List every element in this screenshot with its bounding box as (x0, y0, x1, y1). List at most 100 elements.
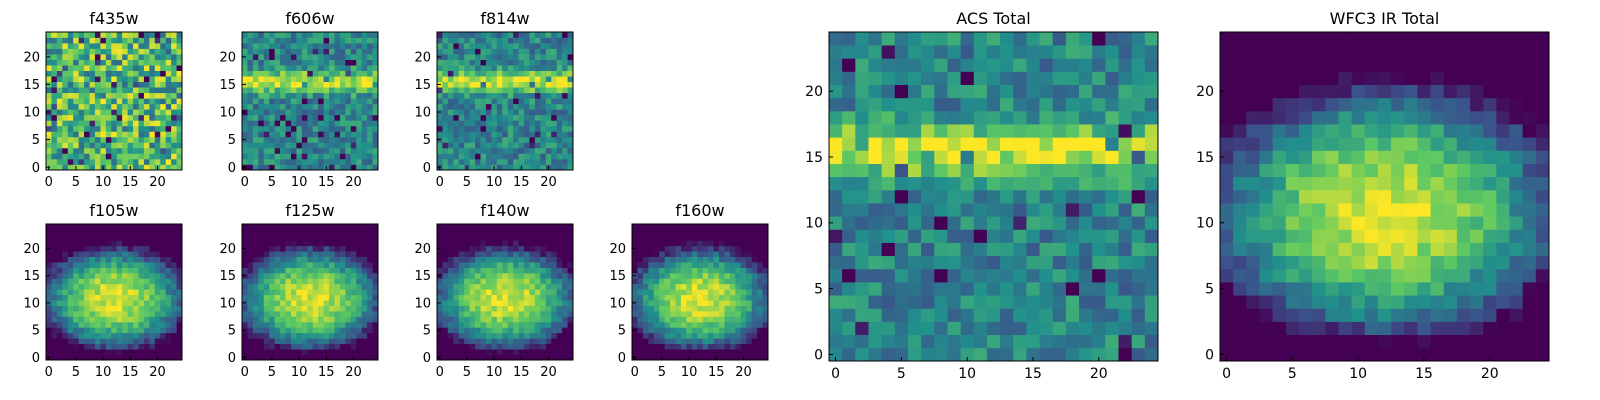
heatmap-cell (475, 70, 481, 77)
heatmap-cell (1065, 268, 1080, 283)
heatmap-cell (551, 48, 558, 55)
heatmap-cell (345, 65, 352, 71)
heatmap-cell (632, 294, 638, 301)
heatmap-cell (437, 153, 443, 160)
heatmap-cell (518, 37, 525, 44)
heatmap-cell (453, 54, 460, 60)
heatmap-cell (973, 216, 988, 230)
heatmap-cell (453, 349, 460, 355)
heatmap-cell (842, 255, 856, 270)
heatmap-cell (724, 229, 731, 236)
heatmap-cell (1000, 150, 1014, 164)
heatmap-cell (534, 245, 541, 252)
heatmap-cell (149, 43, 156, 49)
heatmap-cell (973, 203, 988, 217)
heatmap-cell (247, 87, 254, 94)
heatmap-cell (274, 114, 281, 121)
heatmap-cell (507, 327, 514, 334)
heatmap-cell (855, 229, 869, 243)
heatmap-cell (469, 229, 476, 236)
heatmap-cell (339, 87, 346, 94)
heatmap-cell (740, 316, 747, 323)
heatmap-cell (894, 347, 909, 362)
heatmap-cell (534, 32, 541, 38)
heatmap-cell (642, 278, 649, 285)
heatmap-cell (154, 81, 161, 88)
heatmap-cell (329, 131, 335, 138)
heatmap-cell (921, 334, 935, 349)
heatmap-cell (513, 147, 519, 154)
heatmap-cell (757, 316, 763, 323)
heatmap-cell (89, 224, 96, 230)
heatmap-cell (545, 136, 552, 143)
heatmap-cell (491, 125, 498, 132)
heatmap-cell (94, 32, 101, 38)
heatmap-cell (285, 245, 292, 252)
heatmap-cell (154, 136, 161, 143)
heatmap-cell (143, 316, 150, 323)
heatmap-cell (138, 125, 145, 132)
heatmap-cell (562, 354, 568, 361)
heatmap-cell (67, 158, 74, 165)
heatmap-cell (475, 81, 481, 88)
heatmap-cell (307, 256, 314, 263)
heatmap-cell (143, 142, 150, 149)
heatmap-cell (89, 103, 96, 110)
heatmap-cell (567, 321, 574, 328)
heatmap-cell (762, 272, 769, 279)
heatmap-cell (263, 125, 270, 132)
heatmap-cell (263, 109, 270, 116)
heatmap-cell (632, 251, 638, 257)
heatmap-cell (133, 267, 139, 274)
heatmap-cell (323, 136, 330, 143)
heatmap-cell (567, 251, 574, 257)
heatmap-cell (507, 251, 514, 257)
heatmap-cell (100, 158, 107, 165)
heatmap-cell (442, 332, 449, 339)
heatmap-cell (111, 240, 118, 247)
heatmap-cell (361, 54, 368, 60)
heatmap-cell (502, 278, 509, 285)
heatmap-cell (686, 316, 693, 323)
heatmap-cell (562, 131, 568, 138)
heatmap-cell (562, 289, 568, 296)
y-tick-label: 0 (618, 351, 626, 366)
heatmap-cell (263, 142, 270, 149)
heatmap-cell (762, 327, 769, 334)
heatmap-cell (1000, 137, 1014, 151)
heatmap-cell (1131, 216, 1146, 230)
heatmap-cell (367, 164, 373, 171)
heatmap-cell (67, 37, 74, 44)
heatmap-cell (361, 125, 368, 132)
heatmap-cell (312, 327, 319, 334)
heatmap-cell (127, 327, 134, 334)
heatmap-cell (280, 354, 286, 361)
x-tick-label: 20 (345, 365, 362, 380)
heatmap-cell (1105, 137, 1119, 151)
heatmap-cell (437, 103, 443, 110)
heatmap-cell (529, 54, 536, 60)
heatmap-cell (122, 229, 128, 236)
heatmap-cell (1118, 347, 1133, 362)
heatmap-cell (475, 147, 481, 154)
heatmap-cell (540, 32, 547, 38)
heatmap-cell (491, 158, 498, 165)
heatmap-cell (556, 338, 563, 345)
heatmap-cell (361, 224, 368, 230)
heatmap-cell (475, 43, 481, 49)
heatmap-cell (729, 338, 736, 345)
heatmap-cell (356, 283, 363, 290)
heatmap-cell (84, 343, 90, 350)
heatmap-cell (356, 327, 363, 334)
heatmap-cell (296, 338, 303, 345)
heatmap-cell (94, 59, 101, 66)
heatmap-cell (62, 37, 69, 44)
heatmap-cell (1105, 334, 1119, 349)
heatmap-cell (680, 224, 687, 230)
heatmap-cell (242, 321, 248, 328)
heatmap-cell (171, 120, 177, 127)
heatmap-cell (122, 354, 128, 361)
heatmap-cell (329, 98, 335, 105)
heatmap-cell (73, 272, 79, 279)
heatmap-cell (507, 37, 514, 44)
